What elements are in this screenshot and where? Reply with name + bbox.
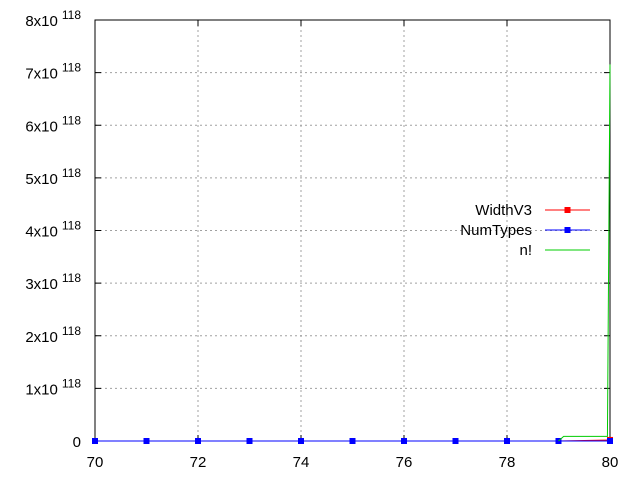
x-tick-label: 72	[190, 454, 207, 471]
legend-marker-numtypes	[564, 227, 571, 233]
y-tick-label: 5x10 118	[25, 166, 81, 188]
y-tick-label: 0	[73, 434, 81, 451]
y-tick-label-base: 6x10	[25, 118, 58, 135]
y-tick-label: 1x10 118	[25, 376, 81, 398]
legend-marker-widthv3	[564, 207, 571, 213]
grid-layer	[95, 20, 610, 441]
y-tick-label-exponent: 118	[62, 166, 81, 180]
data-point-numtypes	[246, 438, 253, 444]
y-tick-label: 7x10 118	[25, 61, 81, 83]
x-axis-tick-labels: 70 72 74 76 78 80	[87, 454, 619, 471]
y-tick-label-base: 5x10	[25, 171, 58, 188]
y-tick-label-exponent: 118	[62, 61, 81, 75]
y-tick-label-base: 1x10	[25, 381, 58, 398]
series-line-n	[558, 64, 611, 442]
y-tick-label-base: 0	[73, 434, 81, 451]
series-layer	[92, 64, 613, 444]
y-tick-label: 4x10 118	[25, 219, 81, 241]
data-point-numtypes	[452, 438, 459, 444]
data-point-numtypes	[92, 438, 98, 444]
x-tick-label: 70	[87, 454, 104, 471]
y-tick-label: 3x10 118	[25, 271, 81, 293]
legend-label-n: n!	[519, 242, 532, 259]
data-point-numtypes	[607, 438, 613, 444]
data-point-numtypes	[504, 438, 510, 444]
y-tick-label-exponent: 118	[62, 219, 81, 233]
y-tick-label-exponent: 118	[62, 8, 81, 22]
y-tick-label-exponent: 118	[62, 271, 81, 285]
y-tick-label-base: 3x10	[25, 276, 58, 293]
y-tick-label-base: 4x10	[25, 224, 58, 241]
y-tick-label: 8x10 118	[25, 8, 81, 30]
y-tick-label-base: 8x10	[25, 13, 58, 30]
y-tick-label: 6x10 118	[25, 113, 81, 135]
data-point-numtypes	[298, 438, 304, 444]
y-tick-label: 2x10 118	[25, 324, 81, 346]
x-tick-label: 74	[293, 454, 310, 471]
legend-label-widthv3: WidthV3	[475, 202, 532, 219]
data-point-numtypes	[195, 438, 201, 444]
y-tick-label-exponent: 118	[62, 324, 81, 338]
x-tick-label: 76	[396, 454, 413, 471]
y-tick-label-exponent: 118	[62, 113, 81, 127]
data-point-numtypes	[143, 438, 150, 444]
legend: WidthV3 NumTypes n!	[460, 202, 590, 259]
x-tick-label: 78	[499, 454, 516, 471]
data-point-numtypes	[401, 438, 407, 444]
tick-marks	[94, 19, 611, 442]
x-tick-label: 80	[602, 454, 619, 471]
legend-label-numtypes: NumTypes	[460, 222, 532, 239]
y-tick-label-exponent: 118	[62, 376, 81, 390]
data-point-numtypes	[349, 438, 356, 444]
plot-border	[94, 19, 611, 442]
y-tick-label-base: 2x10	[25, 329, 58, 346]
y-tick-label-base: 7x10	[25, 66, 58, 83]
